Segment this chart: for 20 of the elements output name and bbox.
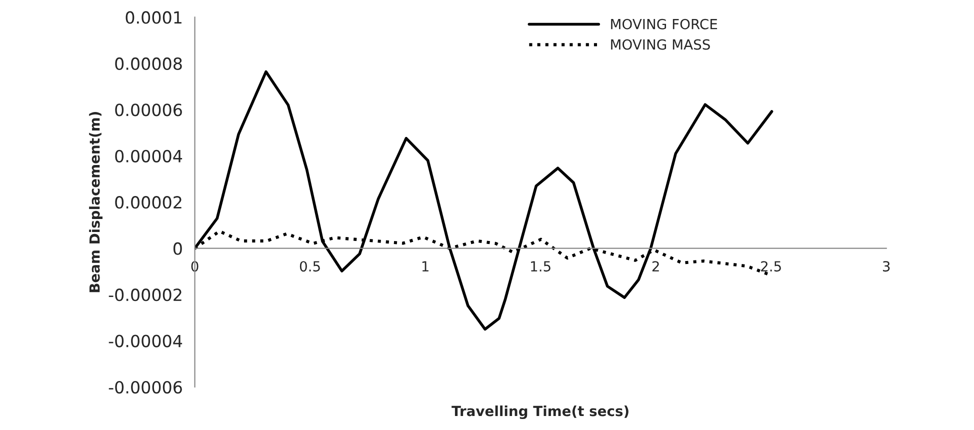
legend-label: MOVING FORCE <box>611 18 718 30</box>
x-tick-label: 1 <box>422 261 428 272</box>
y-tick-label: 0 <box>173 242 182 255</box>
y-axis-title: Beam Displacement(m) <box>89 112 103 292</box>
x-axis-title: Travelling Time(t secs) <box>452 405 628 420</box>
y-tick-label: 0.00004 <box>115 150 182 162</box>
y-tick-label: -0.00002 <box>108 288 182 302</box>
x-tick-label: 0.5 <box>300 261 320 272</box>
x-tick-label: 1.5 <box>531 261 550 272</box>
y-tick-label: -0.00006 <box>108 380 182 394</box>
x-tick-label: 0 <box>191 261 198 272</box>
y-tick-label: 0.00008 <box>115 57 182 70</box>
y-tick-label: 0.00002 <box>115 196 182 209</box>
legend-label: MOVING MASS <box>611 39 710 50</box>
y-tick-label: 0.0001 <box>126 11 182 24</box>
y-tick-label: 0.00006 <box>115 104 182 116</box>
x-tick-label: 2 <box>652 261 659 272</box>
x-tick-label: 2.5 <box>761 261 781 272</box>
x-tick-label: 3 <box>882 261 890 272</box>
y-tick-label: -0.00004 <box>108 334 182 348</box>
